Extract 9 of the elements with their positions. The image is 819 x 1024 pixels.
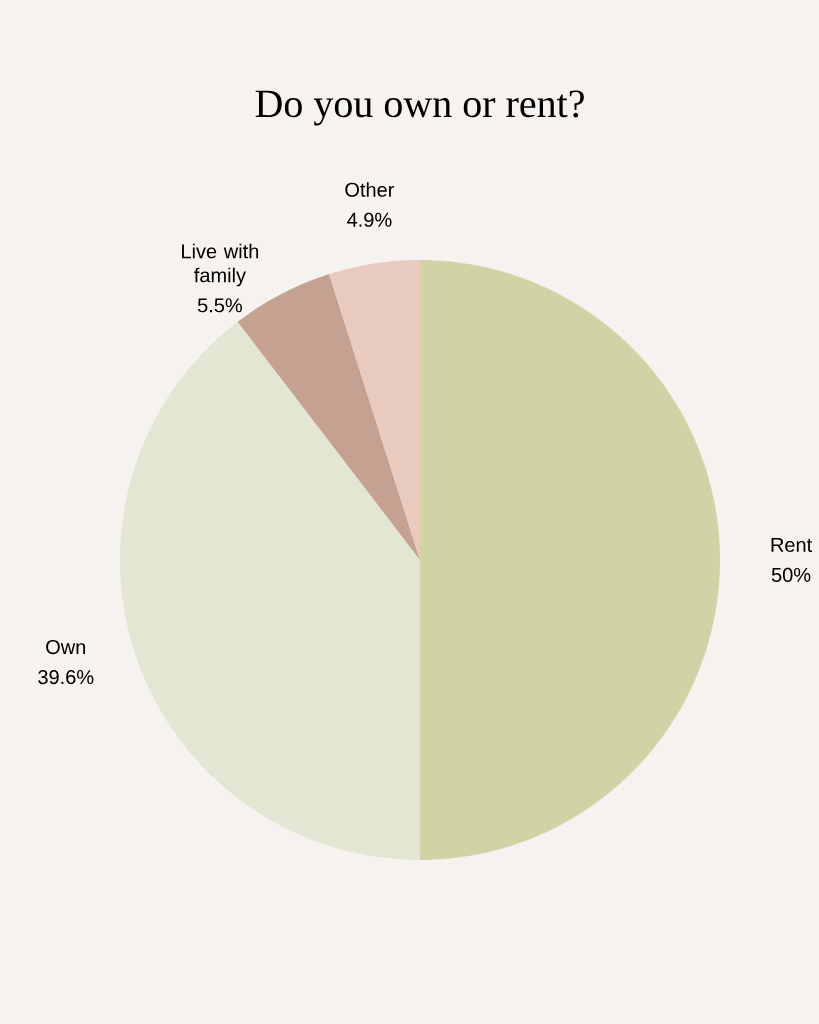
data-label: 5.5% — [197, 298, 242, 313]
slice-label: Live with family — [182, 243, 259, 287]
data-label: 39.6% — [38, 669, 94, 685]
slice-label: Other — [345, 182, 395, 197]
slice-label: Own — [46, 639, 86, 655]
chart-title: Do you own or rent? — [255, 90, 584, 126]
data-label: 4.9% — [347, 212, 392, 227]
data-label: 50% — [771, 567, 811, 582]
slice-label: Rent — [771, 538, 813, 552]
